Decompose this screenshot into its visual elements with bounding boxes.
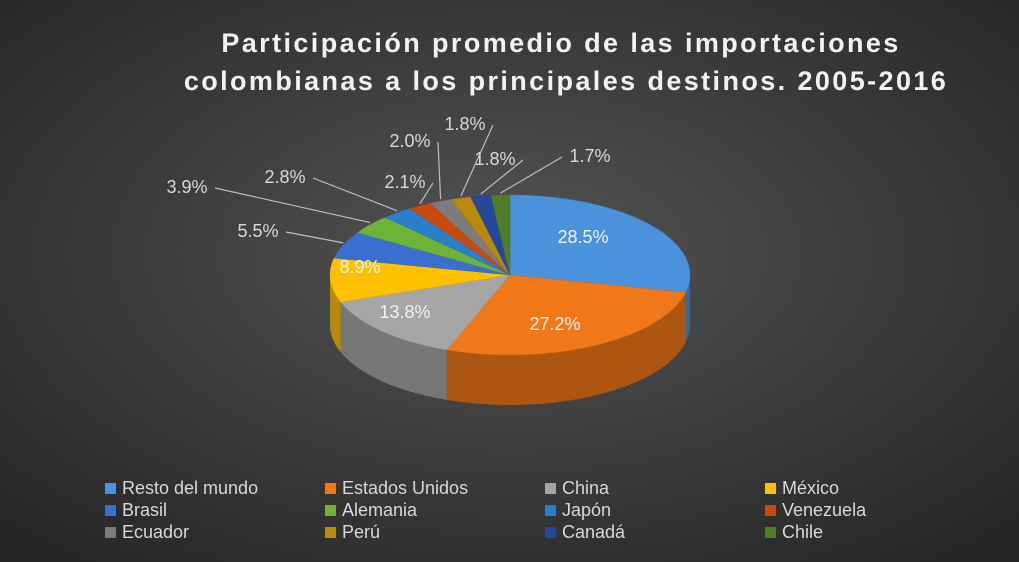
legend-label: Chile	[782, 522, 823, 542]
legend-label: Japón	[562, 500, 611, 520]
data-label: 2.1%	[384, 172, 425, 192]
data-label: 2.8%	[264, 167, 305, 187]
data-label: 28.5%	[557, 227, 608, 247]
legend-label: Resto del mundo	[122, 478, 258, 498]
leader-line	[312, 177, 398, 212]
legend-label: Alemania	[342, 500, 418, 520]
legend-label: México	[782, 478, 839, 498]
leader-line	[214, 187, 371, 224]
pie-slice	[340, 274, 511, 351]
legend-label: Brasil	[122, 500, 167, 520]
pie-slice	[490, 194, 511, 276]
leader-line	[285, 231, 344, 244]
leader-line	[500, 156, 563, 194]
leader-line	[419, 182, 434, 205]
legend-label: Estados Unidos	[342, 478, 468, 498]
pie-slice-side	[340, 302, 447, 400]
legend-swatch	[105, 527, 116, 538]
legend-swatch	[325, 505, 336, 516]
pie-slice-side	[446, 292, 686, 406]
data-label: 8.9%	[339, 257, 380, 277]
legend-swatch	[105, 483, 116, 494]
pie-slice-side	[330, 275, 341, 353]
data-label: 1.7%	[569, 146, 610, 166]
data-label: 13.8%	[379, 302, 430, 322]
legend-swatch	[105, 505, 116, 516]
leader-line	[460, 124, 494, 197]
data-label: 1.8%	[444, 114, 485, 134]
data-label: 3.9%	[166, 177, 207, 197]
legend-swatch	[545, 483, 556, 494]
legend-label: Canadá	[562, 522, 626, 542]
legend-swatch	[325, 483, 336, 494]
leader-line	[437, 141, 442, 200]
data-label: 27.2%	[529, 314, 580, 334]
pie-slice-side	[685, 275, 690, 343]
legend-label: Perú	[342, 522, 380, 542]
pie-slice	[446, 274, 687, 356]
pie-slice	[329, 257, 511, 303]
legend-swatch	[325, 527, 336, 538]
legend-swatch	[765, 505, 776, 516]
legend-label: Ecuador	[122, 522, 189, 542]
chart-title: Participación promedio de las importacio…	[184, 28, 948, 96]
data-label: 5.5%	[237, 221, 278, 241]
legend-swatch	[545, 527, 556, 538]
data-label: 2.0%	[389, 131, 430, 151]
legend-swatch	[765, 527, 776, 538]
leader-line	[480, 159, 524, 195]
data-label: 1.8%	[474, 149, 515, 169]
legend-swatch	[765, 483, 776, 494]
legend-label: Venezuela	[782, 500, 867, 520]
legend-swatch	[545, 505, 556, 516]
legend-label: China	[562, 478, 610, 498]
pie-slice	[509, 194, 691, 293]
